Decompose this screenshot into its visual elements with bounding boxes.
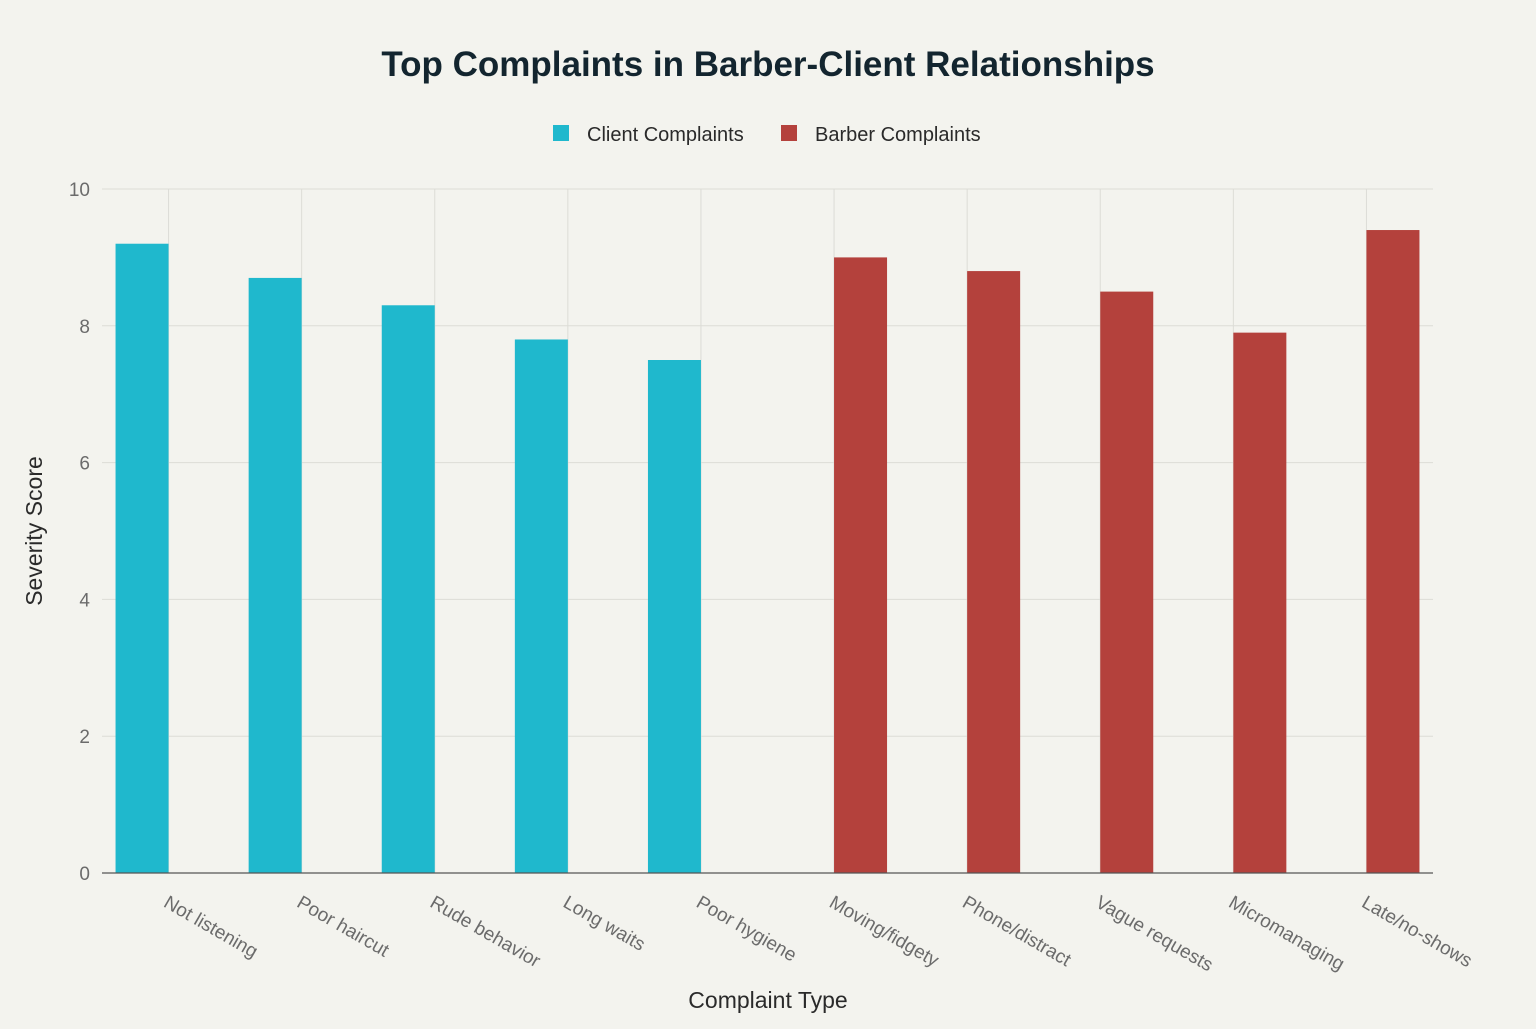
x-axis-title: Complaint Type — [688, 987, 847, 1013]
x-tick-label: Moving/fidgety — [826, 892, 943, 972]
legend-item-barber[interactable]: Barber Complaints — [781, 124, 981, 146]
legend-item-client[interactable]: Client Complaints — [553, 124, 744, 146]
y-tick-label: 6 — [79, 454, 90, 475]
bar-client[interactable] — [381, 305, 435, 873]
bar-barber[interactable] — [1233, 332, 1287, 873]
x-tick-label: Micromanaging — [1225, 892, 1348, 975]
legend-label-client: Client Complaints — [587, 124, 744, 146]
y-tick-label: 8 — [79, 317, 90, 338]
bar-barber[interactable] — [1366, 230, 1420, 874]
bar-barber[interactable] — [834, 257, 888, 873]
y-axis-ticks: 0 2 4 6 8 10 — [69, 180, 91, 885]
x-tick-label: Rude behavior — [426, 892, 544, 972]
legend: Client Complaints Barber Complaints — [553, 124, 981, 146]
bar-client[interactable] — [514, 339, 568, 874]
y-tick-label: 2 — [79, 727, 90, 748]
y-tick-label: 0 — [79, 864, 90, 885]
x-tick-label: Poor hygiene — [692, 892, 799, 966]
bar-client[interactable] — [115, 243, 169, 874]
bar-client[interactable] — [248, 277, 302, 873]
x-tick-label: Late/no-shows — [1358, 892, 1476, 972]
y-axis-title: Severity Score — [21, 456, 47, 606]
x-tick-label: Poor haircut — [293, 892, 393, 962]
bars — [115, 230, 1420, 874]
x-tick-label: Long waits — [559, 892, 648, 956]
bar-client[interactable] — [647, 360, 701, 873]
bar-barber[interactable] — [1100, 291, 1154, 874]
x-tick-label: Phone/distract — [959, 892, 1075, 971]
legend-swatch-client — [553, 125, 569, 141]
bar-barber[interactable] — [967, 271, 1021, 874]
legend-swatch-barber — [781, 125, 797, 141]
chart-title: Top Complaints in Barber-Client Relation… — [381, 45, 1154, 84]
x-axis-ticks: Not listening Poor haircut Rude behavior Lo… — [160, 892, 1475, 976]
x-tick-label: Vague requests — [1092, 892, 1217, 976]
y-tick-label: 10 — [69, 180, 90, 201]
y-tick-label: 4 — [79, 590, 90, 611]
x-tick-label: Not listening — [160, 892, 261, 962]
legend-label-barber: Barber Complaints — [815, 124, 981, 146]
